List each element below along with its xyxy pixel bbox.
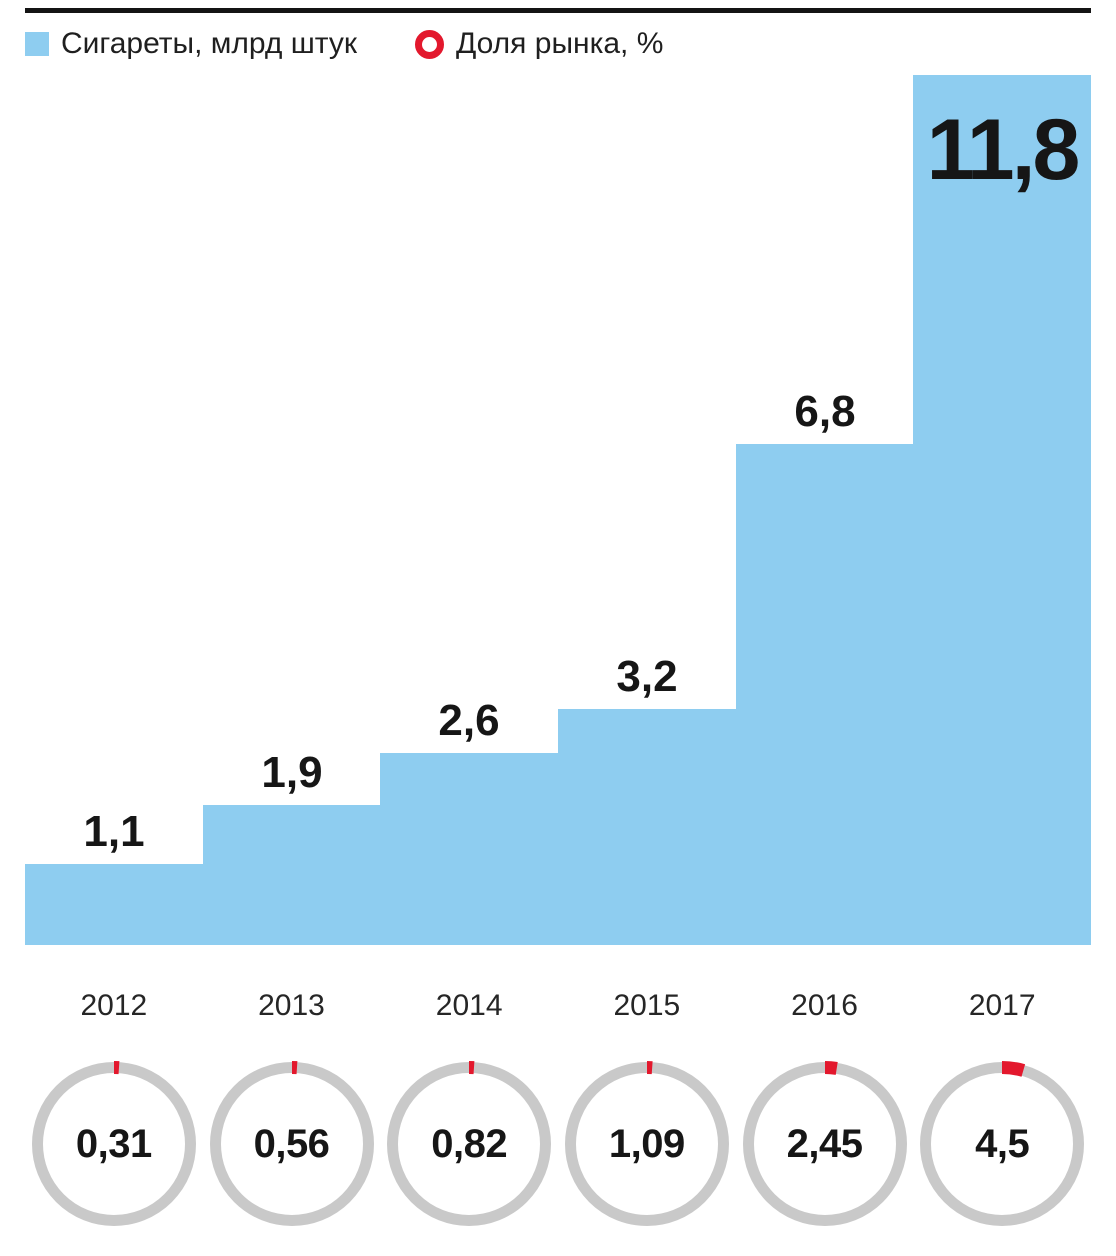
bar-2012 bbox=[25, 864, 204, 945]
bar-2016 bbox=[736, 444, 915, 945]
bar-value-label-2012: 1,1 bbox=[83, 807, 145, 856]
bar-2017 bbox=[913, 75, 1091, 945]
gauge-ring-2013 bbox=[208, 1061, 375, 1227]
gauge-ring-2017 bbox=[919, 1061, 1086, 1227]
top-rule bbox=[25, 8, 1091, 13]
gauge-2017: 4,5 bbox=[913, 1060, 1091, 1228]
bar-2013 bbox=[203, 805, 382, 945]
year-label-2012: 2012 bbox=[80, 989, 148, 1022]
gauge-value-2013: 0,56 bbox=[253, 1121, 330, 1166]
bar-2015 bbox=[558, 709, 737, 945]
gauge-arc bbox=[208, 1061, 375, 1227]
gauge-value-2017: 4,5 bbox=[975, 1121, 1030, 1166]
gauge-value-2012: 0,31 bbox=[75, 1121, 152, 1166]
gauge-value-2015: 1,09 bbox=[608, 1121, 685, 1166]
year-label-2015: 2015 bbox=[613, 989, 681, 1022]
gauge-arc bbox=[563, 1061, 730, 1227]
gauge-ring-2015 bbox=[563, 1061, 730, 1227]
gauge-arc bbox=[30, 1061, 197, 1227]
gauge-2015: 1,09 bbox=[558, 1060, 736, 1228]
gauge-2016: 2,45 bbox=[736, 1060, 914, 1228]
legend: Сигареты, млрд штук Доля рынка, % bbox=[25, 27, 1091, 61]
legend-item-cigarettes: Сигареты, млрд штук bbox=[25, 27, 357, 61]
year-label-2013: 2013 bbox=[258, 989, 325, 1022]
blue-square-swatch-icon bbox=[25, 32, 49, 56]
year-label-2014: 2014 bbox=[435, 989, 503, 1022]
gauge-arc bbox=[919, 1061, 1086, 1227]
year-label-2017: 2017 bbox=[968, 989, 1036, 1022]
step-bar-chart: 1,1 1,9 2,6 3,2 6,8 11,8 bbox=[25, 75, 1091, 945]
bar-value-label-2013: 1,9 bbox=[261, 748, 323, 797]
gauge-ring-2014 bbox=[386, 1061, 553, 1227]
bar-value-label-2016: 6,8 bbox=[794, 387, 856, 436]
gauge-arc bbox=[741, 1061, 908, 1227]
bar-value-label-2015: 3,2 bbox=[616, 652, 678, 701]
bar-value-label-2017: 11,8 bbox=[926, 102, 1081, 198]
legend-label-market-share: Доля рынка, % bbox=[456, 27, 664, 60]
gauge-value-2014: 0,82 bbox=[431, 1121, 508, 1166]
gauge-ring-2016 bbox=[741, 1061, 908, 1227]
legend-item-market-share: Доля рынка, % bbox=[415, 27, 663, 61]
bar-2014 bbox=[380, 753, 559, 945]
red-ring-icon bbox=[415, 29, 444, 59]
gauge-2012: 0,31 bbox=[25, 1060, 203, 1228]
year-label-2016: 2016 bbox=[791, 989, 858, 1022]
gauge-2013: 0,56 bbox=[203, 1060, 381, 1228]
year-axis: 2012 2013 2014 2015 2016 2017 bbox=[25, 990, 1091, 1022]
legend-label-cigarettes: Сигареты, млрд штук bbox=[61, 27, 357, 60]
gauge-2014: 0,82 bbox=[380, 1060, 558, 1228]
gauge-value-2016: 2,45 bbox=[786, 1121, 863, 1166]
gauge-ring-2012 bbox=[30, 1061, 197, 1227]
bar-value-label-2014: 2,6 bbox=[438, 696, 500, 745]
market-share-gauges: 0,31 0,56 0,82 1,09 2,45 4,5 bbox=[25, 1060, 1091, 1228]
gauge-arc bbox=[386, 1061, 553, 1227]
